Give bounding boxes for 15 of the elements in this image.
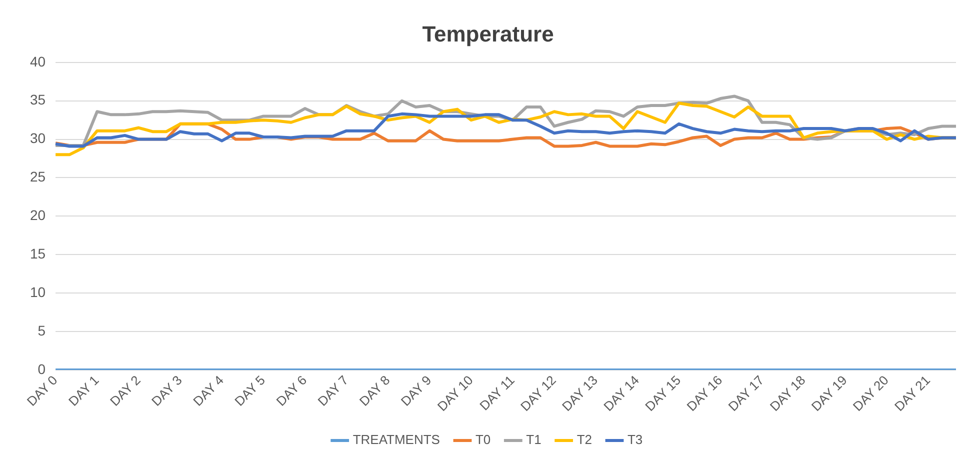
y-tick-label: 40 [30,53,46,70]
y-tick-label: 15 [30,245,46,262]
chart-title: Temperature [422,21,554,46]
legend-label: TREATMENTS [352,432,440,448]
y-tick-label: 5 [38,322,46,338]
y-tick-label: 0 [38,360,46,377]
y-tick-label: 10 [30,284,46,300]
y-tick-label: 20 [30,207,46,224]
legend-label: T1 [526,432,542,448]
legend-label: T2 [576,432,592,448]
legend-label: T0 [475,432,491,448]
y-tick-label: 30 [30,130,46,146]
y-tick-label: 25 [30,168,46,185]
legend-label: T3 [627,432,643,448]
y-tick-label: 35 [30,92,46,108]
